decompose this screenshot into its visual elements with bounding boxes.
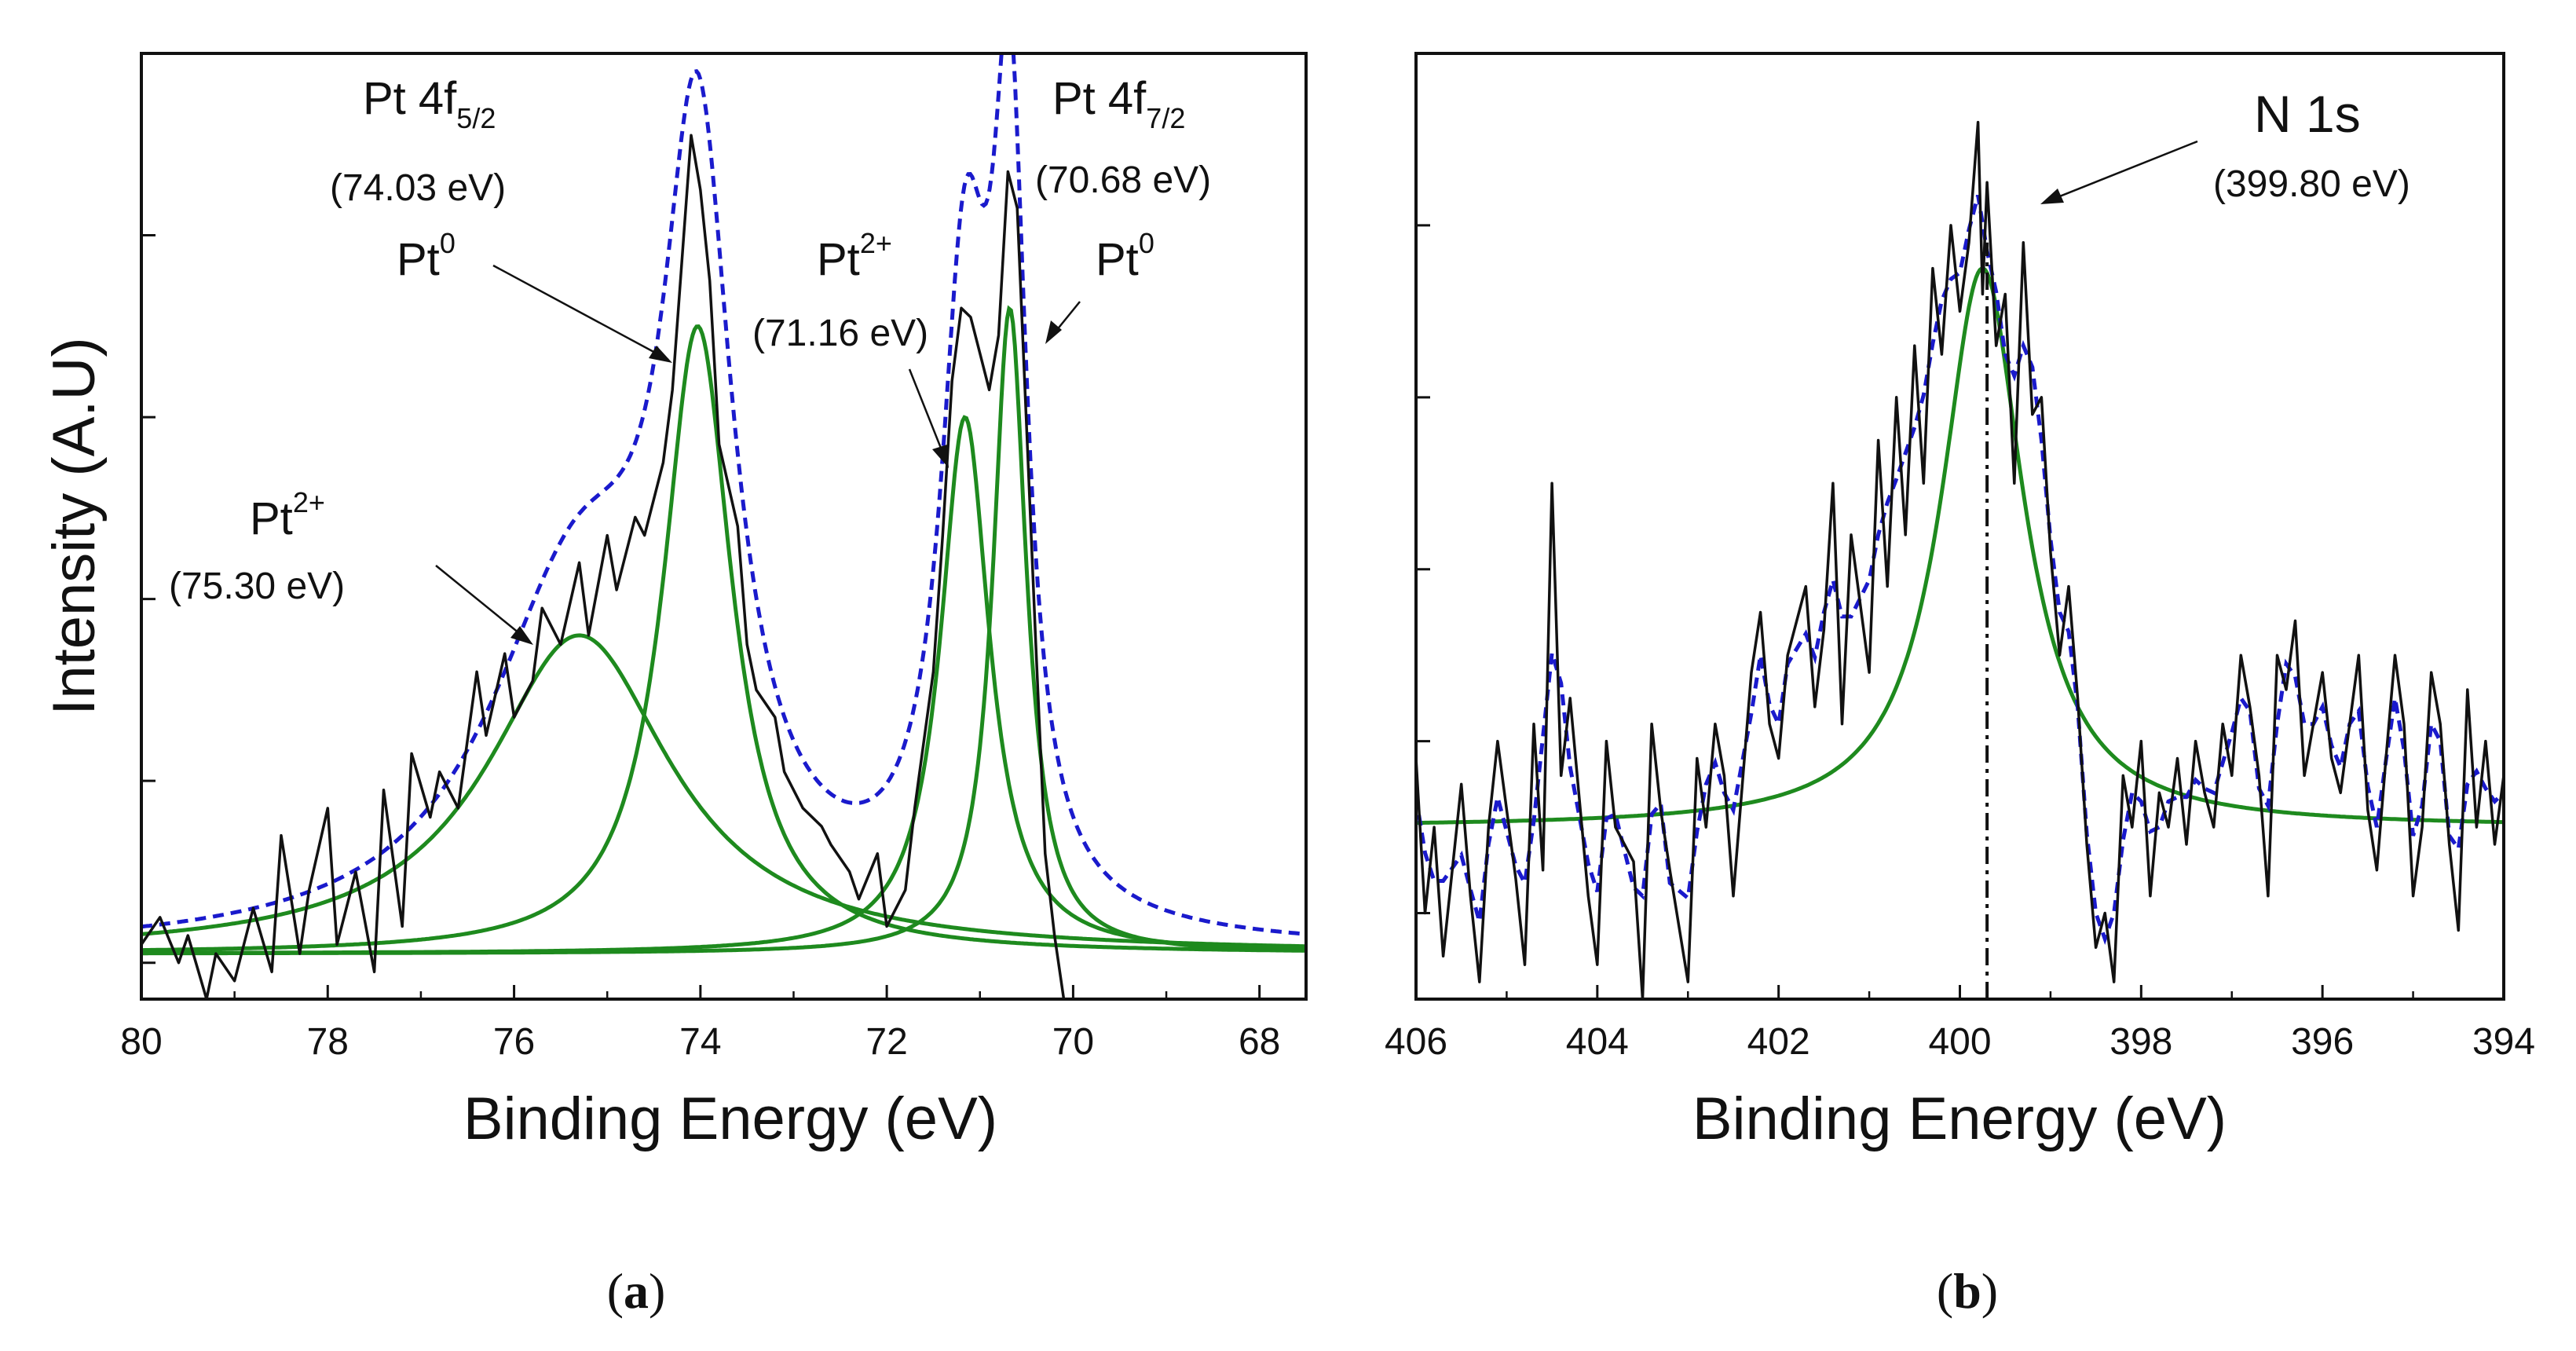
b-arrowhead-n1s [2040,189,2064,204]
b-raw-data [1416,120,2504,999]
a-ylabel: Intensity (A.U) [41,337,108,715]
b-label-e39980: (399.80 eV) [2213,163,2410,205]
b-xtick-label: 398 [2109,1021,2172,1063]
a-xtick-label: 70 [1052,1021,1094,1063]
a-label-pt4f52: Pt 4f5/2 [363,73,496,134]
a-label-e7403: (74.03 eV) [330,167,506,209]
b-curves [1416,120,2504,999]
a-label-pt2-right: Pt2+ [817,227,892,285]
a-fit-peak-3 [141,305,1306,956]
a-label-pt2-left: Pt2+ [250,486,325,544]
a-xtick-label: 80 [120,1021,162,1063]
a-label-e7068: (70.68 eV) [1035,159,1211,201]
a-arrowhead-pt0-right [1045,320,1062,344]
b-xtick-label: 406 [1385,1021,1447,1063]
a-raw-data [141,134,1066,999]
a-xlabel: Binding Energy (eV) [463,1086,997,1152]
a-arrowhead-pt2-right [932,445,949,468]
b-xtick-label: 402 [1747,1021,1810,1063]
a-xtick-label: 74 [679,1021,721,1063]
b-xtick-label: 400 [1928,1021,1991,1063]
a-label-e7116: (71.16 eV) [752,313,928,354]
a-ticks: 80 78 76 74 72 70 68 [120,234,1280,1063]
b-xtick-label: 404 [1566,1021,1629,1063]
a-arrowhead-pt0-left [649,346,672,363]
a-label-pt0-left: Pt0 [397,227,456,285]
b-label-n1s: N 1s [2254,85,2361,143]
a-xtick-label: 68 [1239,1021,1280,1063]
a-xtick-label: 78 [307,1021,349,1063]
a-fit-peak-0 [141,633,1306,949]
b-ticks: 406 404 402 400 398 396 394 [1385,224,2535,1063]
panel-a: 80 78 76 74 72 70 68 Pt 4f5/2 (74.03 eV) Pt0 P… [41,52,1308,1319]
a-caption: (a) [607,1263,666,1319]
a-annotations: Pt 4f5/2 (74.03 eV) Pt0 Pt 4f7/2 (70.68 … [169,73,1211,645]
b-xtick-label: 394 [2472,1021,2535,1063]
b-annotations: N 1s (399.80 eV) [2040,85,2410,205]
a-arrowhead-pt2-left [510,626,533,645]
a-fit-peak-1 [141,324,1306,953]
b-xtick-label: 396 [2291,1021,2354,1063]
a-label-e7530: (75.30 eV) [169,566,345,607]
a-arrow-line-pt2-left [435,565,529,641]
b-arrow-line-n1s [2045,140,2198,203]
b-fit-peak-0 [1416,266,2504,826]
b-xlabel: Binding Energy (eV) [1692,1086,2227,1152]
a-xtick-label: 76 [493,1021,535,1063]
a-dashed-curve [141,53,1306,936]
a-arrow-line-pt2-right [908,368,948,463]
panel-b: 406 404 402 400 398 396 394 N 1s (399.80 eV) B… [1385,52,2535,1319]
a-label-pt4f72: Pt 4f7/2 [1052,73,1185,134]
a-plot-frame [140,52,1308,1001]
b-caption: (b) [1937,1263,1998,1319]
a-curves [141,53,1306,999]
a-label-pt0-right: Pt0 [1096,227,1154,285]
a-arrow-line-pt0-left [492,264,669,361]
a-xtick-label: 72 [865,1021,907,1063]
